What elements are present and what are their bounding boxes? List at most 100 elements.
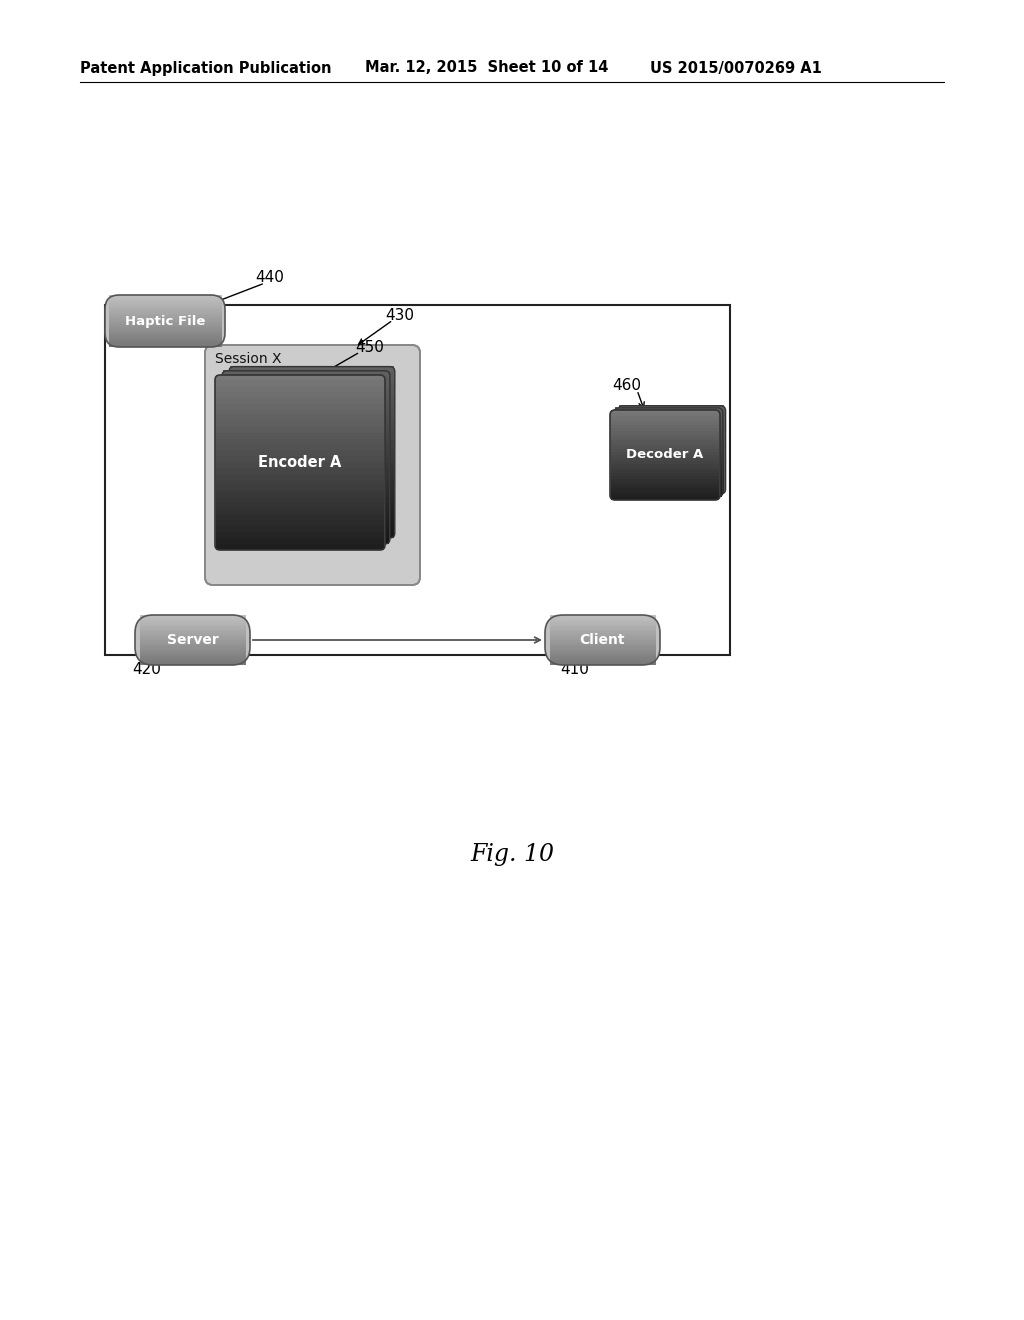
Bar [139,622,246,623]
Bar [216,515,384,521]
Bar [615,461,722,465]
Bar [611,491,719,494]
Bar [615,479,722,482]
Bar [615,455,722,458]
Bar [550,632,655,635]
Bar [139,663,246,665]
Bar [223,371,389,376]
Bar [611,442,719,446]
Bar [223,376,389,383]
Bar [139,661,246,664]
Bar [216,498,384,503]
Bar [615,451,722,455]
Bar [216,387,384,392]
Bar [550,653,655,655]
Bar [550,623,655,624]
Bar [216,520,384,527]
Bar [223,428,389,434]
Bar [230,458,393,463]
Bar [611,496,719,500]
Bar [611,449,719,451]
Bar [216,445,384,451]
Bar [109,343,221,346]
Bar [223,469,389,475]
Bar [550,657,655,660]
Bar [109,298,221,300]
Bar [615,458,722,462]
Bar [139,615,246,616]
Bar [230,400,393,407]
Bar [139,647,246,648]
Bar [611,473,719,477]
Bar [139,636,246,639]
Bar [223,498,389,504]
Bar [216,409,384,416]
Bar [230,417,393,424]
FancyBboxPatch shape [545,615,660,665]
Bar [109,294,221,297]
Bar [223,491,389,498]
Text: 420: 420 [132,663,161,677]
Bar [611,421,719,425]
Bar [223,411,389,417]
FancyBboxPatch shape [135,615,250,665]
Bar [223,388,389,393]
Bar [620,482,724,486]
Bar [620,475,724,479]
Bar [223,422,389,429]
Bar [550,642,655,643]
Bar [216,479,384,486]
Bar [615,437,722,441]
Bar [620,444,724,447]
Bar [611,463,719,467]
Bar [216,474,384,480]
Bar [139,651,246,653]
Bar [550,661,655,664]
Bar [550,630,655,632]
Bar [223,405,389,412]
Bar [139,631,246,634]
Bar [216,404,384,411]
Bar [109,309,221,310]
Bar [223,503,389,510]
Bar [620,449,724,453]
Text: Haptic File: Haptic File [125,314,205,327]
Bar [216,467,384,474]
Bar [109,305,221,308]
Bar [620,417,724,421]
Bar [223,532,389,539]
Bar [620,467,724,470]
Bar [139,660,246,661]
Bar [611,466,719,470]
Bar [139,630,246,632]
Bar [139,648,246,649]
Bar [216,508,384,515]
Bar [620,465,724,467]
Bar [620,434,724,438]
Bar [223,381,389,388]
Bar [139,635,246,636]
Bar [109,338,221,341]
Bar [223,451,389,458]
Bar [550,644,655,647]
Bar [216,537,384,544]
Bar [230,372,393,378]
Bar [230,429,393,436]
Bar [620,479,724,482]
Bar [223,537,389,544]
Bar [550,616,655,618]
Bar [620,438,724,441]
Bar [230,389,393,395]
Bar [109,318,221,321]
Bar [139,624,246,627]
Bar [550,618,655,620]
Bar [550,626,655,628]
FancyBboxPatch shape [222,371,390,544]
Bar [230,486,393,492]
Bar [216,426,384,433]
Bar [216,397,384,404]
Bar [109,345,221,347]
Bar [615,428,722,432]
Bar [139,623,246,624]
Bar [611,475,719,479]
